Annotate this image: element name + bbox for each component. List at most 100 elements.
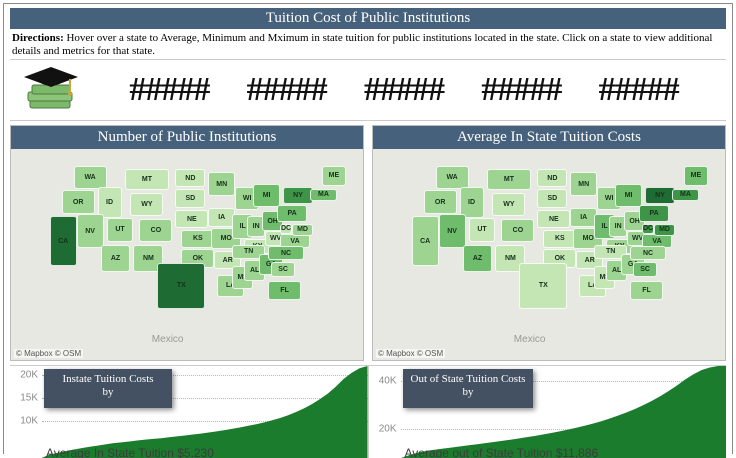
charts-row: 20K 15K 10K Instate Tuition Costs by Avera… [10,365,726,458]
us-map: WA OR CA ID NV UT AZ MT WY CO NM ND SD NE KS OK TX MN IA MO… [49,165,349,318]
map-attribution: © Mapbox © OSM [14,349,84,358]
state-NV[interactable]: NV [438,214,466,248]
choropleth-map-tuition[interactable]: WA OR CA ID NV UT AZ MT WY CO NM ND SD NE KS OK TX MN IA MO… [373,149,725,360]
state-ME[interactable]: ME [321,165,346,186]
state-MT[interactable]: MT [486,168,532,191]
chart-panel-instate: 20K 15K 10K Instate Tuition Costs by Avera… [10,366,369,458]
directions-text: Directions: Hover over a state to Averag… [12,32,724,59]
chart-tooltip-instate: Instate Tuition Costs by [44,369,172,408]
state-CA[interactable]: CA [411,216,439,267]
area-chart-instate[interactable]: Instate Tuition Costs by Average In Stat… [42,366,368,458]
kpi-value: ##### [363,71,445,108]
state-PA[interactable]: PA [639,205,669,223]
kpi-value: ##### [481,71,562,108]
state-WA[interactable]: WA [73,165,107,189]
tooltip-line: Instate Tuition Costs [62,373,154,385]
tooltip-line: Out of State Tuition Costs [410,373,526,385]
state-SC[interactable]: SC [633,261,658,277]
state-NY[interactable]: NY [645,187,675,204]
state-MI[interactable]: MI [615,184,643,207]
y-axis-tick: 15K [20,392,38,404]
kpi-value: ##### [598,71,680,108]
state-MT[interactable]: MT [124,168,170,191]
state-NV[interactable]: NV [76,214,104,248]
state-AZ[interactable]: AZ [100,244,131,273]
state-UT[interactable]: UT [468,217,496,242]
state-SD[interactable]: SD [175,188,206,209]
state-FL[interactable]: FL [630,281,664,300]
mexico-label: Mexico [513,334,546,346]
directions-label: Directions: [12,32,64,44]
area-series [400,366,726,458]
state-OR[interactable]: OR [423,190,457,215]
directions-body: Hover over a state to Average, Minimum a… [12,32,713,57]
state-FL[interactable]: FL [268,281,302,300]
state-ID[interactable]: ID [459,187,484,218]
gridline [400,380,726,382]
kpi-values: ##### ##### ##### ##### ##### [92,71,716,109]
chart-caption-instate: Average In State Tuition $5,230 [46,446,214,458]
state-OR[interactable]: OR [61,190,95,215]
area-chart-outstate[interactable]: Out of State Tuition Costs by Average ou… [400,366,726,458]
state-SC[interactable]: SC [271,261,296,277]
state-IA[interactable]: IA [208,208,236,227]
state-MI[interactable]: MI [253,184,281,207]
state-ID[interactable]: ID [97,187,122,218]
state-TX[interactable]: TX [519,263,568,309]
state-MA[interactable]: MA [310,188,337,201]
state-DC[interactable]: DC [280,223,293,235]
gridline [42,375,368,377]
state-TX[interactable]: TX [157,263,206,309]
state-ND[interactable]: ND [175,168,206,188]
state-UT[interactable]: UT [106,217,134,242]
state-TN[interactable]: TN [594,244,628,259]
map-title-tuition: Average In State Tuition Costs [373,126,725,149]
state-PA[interactable]: PA [277,205,307,223]
state-MD[interactable]: MD [292,223,313,236]
state-WY[interactable]: WY [130,193,164,216]
state-NC[interactable]: NC [268,246,305,261]
gridline [400,428,726,430]
y-axis-tick: 20K [20,369,38,381]
state-KS[interactable]: KS [181,229,215,248]
state-NE[interactable]: NE [175,209,209,229]
state-MD[interactable]: MD [654,223,675,236]
state-MN[interactable]: MN [570,171,598,197]
state-CO[interactable]: CO [501,219,535,242]
state-AZ[interactable]: AZ [462,244,493,273]
state-WY[interactable]: WY [492,193,526,216]
y-axis: 40K 20K [369,366,401,458]
y-axis: 20K 15K 10K [10,366,42,458]
state-IA[interactable]: IA [570,208,598,227]
dashboard-title: Tuition Cost of Public Institutions [10,8,726,29]
state-WA[interactable]: WA [435,165,469,189]
state-TN[interactable]: TN [232,244,266,259]
state-KS[interactable]: KS [543,229,577,248]
state-NC[interactable]: NC [630,246,667,261]
tooltip-line: by [102,386,114,398]
state-MA[interactable]: MA [672,188,699,201]
gridline [42,421,368,423]
area-series [42,366,368,458]
state-NE[interactable]: NE [537,209,571,229]
chart-tooltip-outstate: Out of State Tuition Costs by [402,369,534,408]
state-ND[interactable]: ND [537,168,568,188]
map-title-institutions: Number of Public Institutions [11,126,363,149]
y-axis-tick: 40K [378,375,397,387]
kpi-value: ##### [129,71,210,108]
state-MN[interactable]: MN [208,171,236,197]
choropleth-map-institutions[interactable]: WA OR CA ID NV UT AZ MT WY CO NM ND SD NE KS OK TX MN IA MO… [11,149,363,360]
y-axis-tick: 10K [20,415,38,427]
state-CA[interactable]: CA [49,216,77,267]
state-ME[interactable]: ME [683,165,708,186]
state-SD[interactable]: SD [537,188,568,209]
maps-row: Number of Public Institutions WA OR CA ID NV… [10,125,726,361]
dashboard: Tuition Cost of Public Institutions Dire… [3,3,733,458]
tooltip-line: by [462,386,474,398]
y-axis-tick: 20K [378,423,397,435]
kpi-value: ##### [246,71,328,108]
state-NY[interactable]: NY [283,187,313,204]
state-CO[interactable]: CO [139,219,173,242]
map-panel-tuition: Average In State Tuition Costs WA OR CA ID N… [372,125,726,361]
state-DC[interactable]: DC [642,223,655,235]
